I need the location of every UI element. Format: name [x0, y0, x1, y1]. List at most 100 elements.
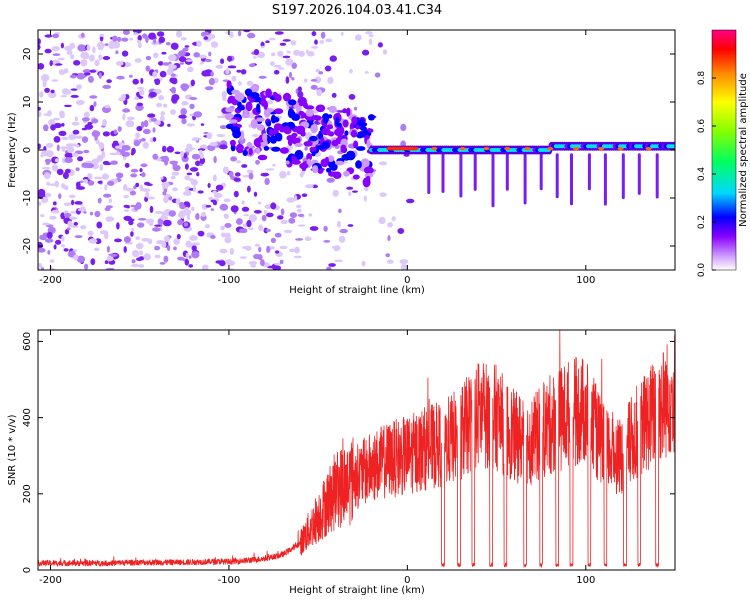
noise-blob [274, 31, 284, 35]
tone-blob [255, 147, 261, 154]
noise-blob [280, 219, 288, 225]
noise-blob [139, 184, 143, 192]
y-tick-label: 200 [22, 484, 33, 503]
tone-blob [252, 122, 258, 127]
noise-blob [162, 145, 167, 153]
noise-blob [188, 264, 194, 268]
noise-blob [96, 221, 103, 229]
noise-blob [61, 183, 66, 189]
noise-blob [163, 188, 168, 193]
noise-blob [261, 214, 267, 222]
tone-blob [329, 171, 340, 177]
x-tick-label: 100 [576, 275, 595, 286]
tone-hotspot [617, 147, 624, 151]
noise-blob [295, 204, 302, 209]
noise-blob [331, 92, 337, 98]
noise-blob [189, 167, 199, 172]
noise-blob [196, 172, 200, 177]
noise-blob [300, 170, 305, 176]
noise-blob [136, 39, 141, 44]
noise-blob [102, 131, 110, 137]
noise-blob [224, 236, 232, 244]
snr-series-line [38, 330, 675, 569]
noise-blob [282, 39, 291, 42]
noise-blob [139, 168, 143, 173]
noise-blob [210, 71, 214, 77]
noise-blob [218, 260, 226, 267]
noise-blob [137, 86, 145, 90]
noise-blob [70, 88, 78, 91]
noise-blob [133, 139, 140, 147]
noise-blob [248, 214, 257, 222]
noise-blob [61, 244, 65, 248]
noise-blob [257, 201, 262, 205]
tone-blob [321, 141, 331, 149]
noise-blob [252, 56, 257, 59]
noise-blob [83, 149, 90, 154]
noise-blob [94, 176, 103, 180]
noise-blob [279, 245, 288, 250]
colorbar: 0.0 0.2 0.4 0.6 0.8 Normalized spectral ampl… [697, 29, 749, 277]
noise-blob [229, 247, 234, 255]
noise-blob [223, 198, 231, 203]
noise-blob [76, 84, 82, 90]
tone-blob [227, 98, 232, 104]
noise-blob [38, 143, 41, 150]
noise-blob [77, 156, 84, 162]
noise-blob [265, 168, 275, 171]
noise-blob [58, 130, 67, 137]
tone-blob [353, 140, 359, 149]
noise-blob [314, 76, 322, 84]
noise-blob [286, 171, 291, 176]
noise-blob [237, 30, 242, 37]
noise-blob [70, 94, 79, 98]
noise-blob [123, 209, 130, 213]
colorbar-tick-label: 0.4 [697, 167, 707, 182]
x-tick-label: 0 [404, 275, 410, 286]
colorbar-gradient [712, 30, 736, 270]
noise-blob [94, 59, 100, 67]
noise-blob [105, 205, 113, 209]
noise-blob [246, 220, 252, 228]
noise-blob [273, 64, 282, 68]
tone-blob [285, 160, 290, 165]
y-tick-label: 0 [22, 567, 33, 573]
noise-blob [51, 46, 60, 52]
noise-blob [105, 217, 111, 222]
noise-blob [108, 198, 113, 203]
noise-blob [45, 150, 54, 158]
noise-blob [161, 181, 170, 188]
noise-blob [288, 71, 293, 79]
noise-blob [91, 162, 99, 170]
tone-blob [271, 146, 281, 152]
tone-blob [290, 155, 298, 164]
noise-blob [135, 182, 140, 188]
tone-blob [363, 166, 374, 174]
noise-blob [347, 224, 354, 227]
noise-blob [362, 49, 370, 56]
noise-blob [239, 228, 245, 233]
noise-blob [166, 244, 171, 252]
noise-blob [222, 95, 227, 102]
noise-blob [41, 166, 51, 170]
noise-blob [53, 244, 57, 250]
noise-blob [178, 56, 187, 63]
noise-blob [168, 210, 176, 217]
tone-blob [368, 128, 374, 133]
noise-blob [387, 235, 391, 242]
snr-x-ticks: -200 -100 0 100 [39, 330, 595, 586]
noise-blob [212, 190, 217, 194]
noise-blob [159, 215, 169, 220]
noise-blob [90, 258, 96, 266]
noise-blob [379, 192, 387, 197]
tone-blob [340, 144, 347, 153]
noise-blob [61, 147, 65, 152]
tone-blob [321, 128, 331, 136]
noise-blob [137, 35, 142, 42]
noise-blob [86, 44, 91, 51]
noise-blob [102, 56, 111, 60]
noise-blob [318, 71, 324, 75]
tone-blob [335, 116, 340, 127]
noise-blob [191, 242, 200, 246]
